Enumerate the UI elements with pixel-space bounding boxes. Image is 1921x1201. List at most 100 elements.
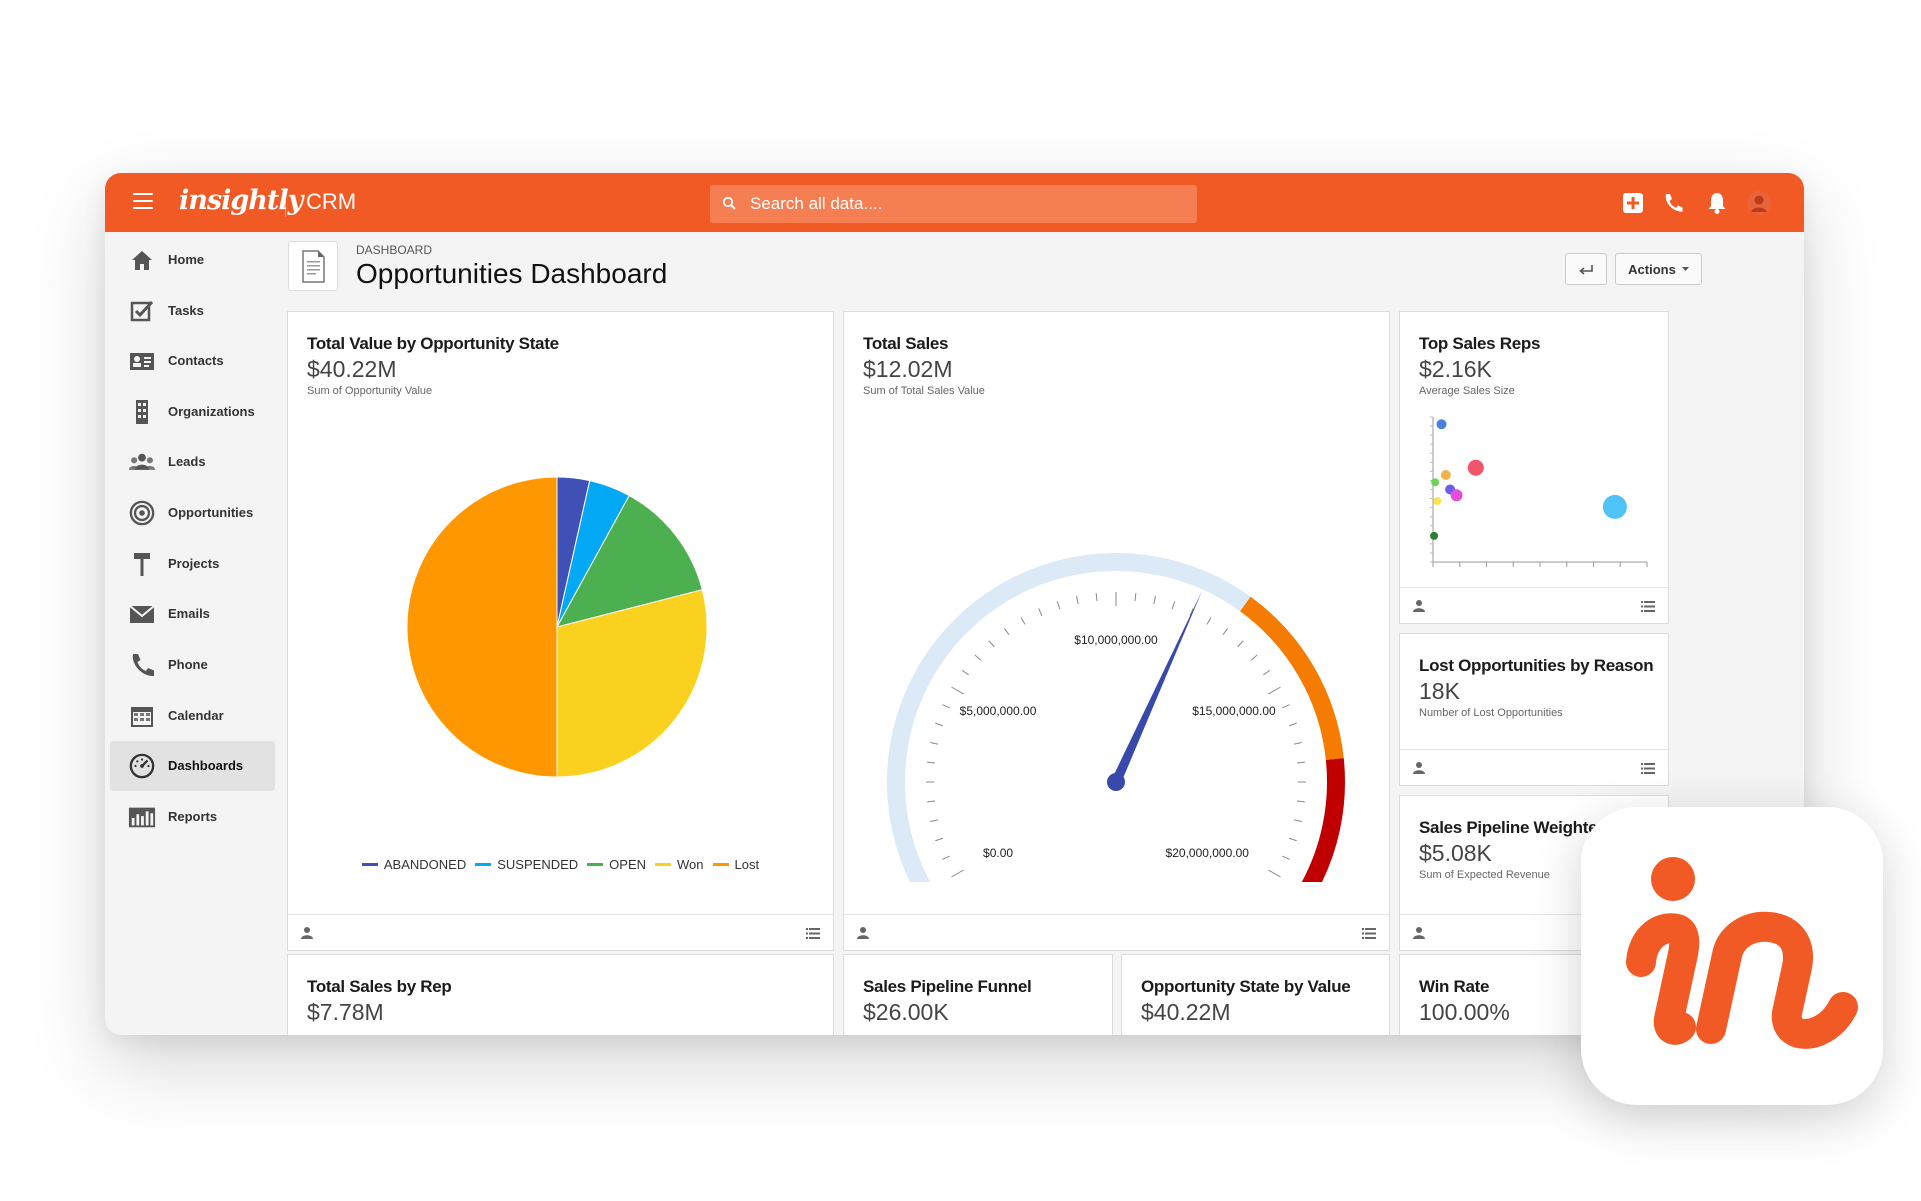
sidebar-item-phone[interactable]: Phone: [110, 640, 275, 690]
card-state-by-value: Opportunity State by Value $40.22M: [1121, 954, 1390, 1035]
card-footer: [288, 914, 833, 950]
card-subtitle: Sum of Opportunity Value: [307, 385, 433, 397]
leads-icon: [128, 453, 156, 470]
list-icon[interactable]: [1641, 601, 1655, 612]
list-icon[interactable]: [1362, 928, 1376, 939]
scatter-point[interactable]: [1467, 459, 1484, 476]
search-placeholder: Search all data....: [750, 194, 883, 213]
contacts-icon: [130, 353, 154, 370]
legend-label: ABANDONED: [383, 857, 467, 872]
card-title[interactable]: Win Rate: [1419, 977, 1490, 996]
sidebar-item-reports[interactable]: Reports: [110, 792, 275, 842]
phone-icon[interactable]: [1660, 190, 1686, 216]
card-value: $26.00K: [863, 999, 949, 1025]
user-icon[interactable]: [857, 926, 869, 940]
sidebar-item-tasks[interactable]: Tasks: [110, 286, 275, 336]
sidebar-item-home[interactable]: Home: [110, 235, 275, 285]
sidebar-item-projects[interactable]: Projects: [110, 539, 275, 589]
legend-item-suspended[interactable]: SUSPENDED: [475, 857, 578, 872]
legend-swatch: [655, 863, 672, 866]
card-total-sales: Total Sales $12.02M Sum of Total Sales V…: [843, 311, 1390, 951]
card-sales-by-rep: Total Sales by Rep $7.78M: [287, 954, 834, 1035]
page-title: Opportunities Dashboard: [356, 258, 668, 289]
gauge-tick-label: $15,000,000.00: [1192, 704, 1276, 718]
legend-item-lost[interactable]: Lost: [712, 857, 759, 872]
gauge-tick: [1222, 627, 1229, 636]
sidebar-item-leads[interactable]: Leads: [110, 437, 275, 487]
scatter-point[interactable]: [1433, 497, 1442, 506]
topbar-divider: [285, 188, 286, 217]
menu-icon[interactable]: [133, 193, 153, 209]
card-subtitle: Sum of Expected Revenue: [1419, 869, 1550, 881]
legend-label: Won: [677, 857, 704, 872]
sidebar-item-opportunities[interactable]: Opportunities: [110, 488, 275, 538]
sidebar-item-emails[interactable]: Emails: [110, 589, 275, 639]
legend-item-won[interactable]: Won: [655, 857, 704, 872]
scatter-point[interactable]: [1430, 531, 1439, 540]
gauge-tick: [1237, 640, 1244, 648]
card-subtitle: Sum of Total Sales Value: [863, 385, 985, 397]
list-icon[interactable]: [1641, 763, 1655, 774]
pie-slice-won[interactable]: [556, 589, 708, 778]
card-title[interactable]: Total Sales by Rep: [307, 977, 452, 996]
search-input[interactable]: Search all data....: [710, 185, 1197, 223]
search-icon: [722, 196, 736, 210]
dashboards-icon: [129, 753, 155, 779]
gauge-band-1: [1239, 596, 1344, 761]
scatter-point[interactable]: [1436, 419, 1447, 430]
card-title[interactable]: Lost Opportunities by Reason: [1419, 656, 1654, 675]
card-value: $40.22M: [307, 356, 397, 382]
gauge-tick: [1296, 800, 1306, 803]
scatter-point[interactable]: [1450, 489, 1463, 502]
gauge-tick: [961, 669, 970, 676]
legend-item-open[interactable]: OPEN: [587, 857, 646, 872]
scatter-chart: [1430, 416, 1648, 567]
card-value: $2.16K: [1419, 356, 1492, 382]
gauge-tick: [1282, 704, 1290, 709]
card-title[interactable]: Top Sales Reps: [1419, 334, 1541, 353]
sidebar-item-label: Dashboards: [168, 758, 244, 773]
actions-button[interactable]: Actions: [1615, 253, 1702, 285]
sidebar-item-label: Emails: [168, 606, 210, 621]
sidebar-item-organizations[interactable]: Organizations: [110, 387, 275, 437]
pie-slice-lost[interactable]: [406, 476, 558, 778]
gauge-tick: [1171, 601, 1176, 610]
reports-icon: [128, 807, 156, 828]
sidebar-item-dashboards[interactable]: Dashboards: [110, 741, 275, 791]
brand-logo[interactable]: insightly: [179, 185, 303, 216]
opportunities-icon: [129, 500, 155, 526]
pie-slice-open[interactable]: [556, 494, 703, 628]
legend-swatch: [361, 863, 378, 866]
sidebar-item-label: Leads: [168, 454, 206, 469]
user-icon[interactable]: [1413, 926, 1425, 940]
add-icon[interactable]: [1620, 190, 1646, 216]
gauge-band-0: [887, 553, 1251, 882]
back-button[interactable]: [1565, 253, 1607, 285]
user-icon[interactable]: [1413, 761, 1425, 775]
legend-item-abandoned[interactable]: ABANDONED: [361, 857, 467, 872]
gauge-tick: [1293, 742, 1302, 745]
user-icon[interactable]: [301, 926, 313, 940]
sidebar-item-contacts[interactable]: Contacts: [110, 336, 275, 386]
scatter-point[interactable]: [1431, 478, 1440, 487]
sidebar-item-label: Tasks: [168, 303, 204, 318]
pie-legend: ABANDONED SUSPENDED OPEN Won Lost: [288, 857, 833, 872]
sidebar-item-calendar[interactable]: Calendar: [110, 691, 275, 741]
avatar[interactable]: [1746, 190, 1772, 216]
list-icon[interactable]: [806, 928, 820, 939]
gauge-tick-label: $5,000,000.00: [960, 704, 1037, 718]
app-window: insightly CRM Search all data.... Home T…: [105, 173, 1804, 1035]
scatter-point[interactable]: [1602, 494, 1627, 519]
card-title[interactable]: Total Sales: [863, 334, 949, 353]
card-title[interactable]: Opportunity State by Value: [1141, 977, 1351, 996]
app-name: CRM: [306, 189, 357, 214]
card-title[interactable]: Sales Pipeline Funnel: [863, 977, 1032, 996]
bell-icon[interactable]: [1704, 190, 1730, 216]
scatter-point[interactable]: [1440, 470, 1451, 480]
breadcrumb[interactable]: DASHBOARD: [356, 243, 433, 257]
user-icon[interactable]: [1413, 599, 1425, 613]
card-title[interactable]: Sales Pipeline Weighted: [1419, 818, 1608, 837]
gauge-tick-label: $10,000,000.00: [1074, 633, 1158, 647]
card-title[interactable]: Total Value by Opportunity State: [307, 334, 559, 353]
organizations-icon: [136, 400, 148, 424]
